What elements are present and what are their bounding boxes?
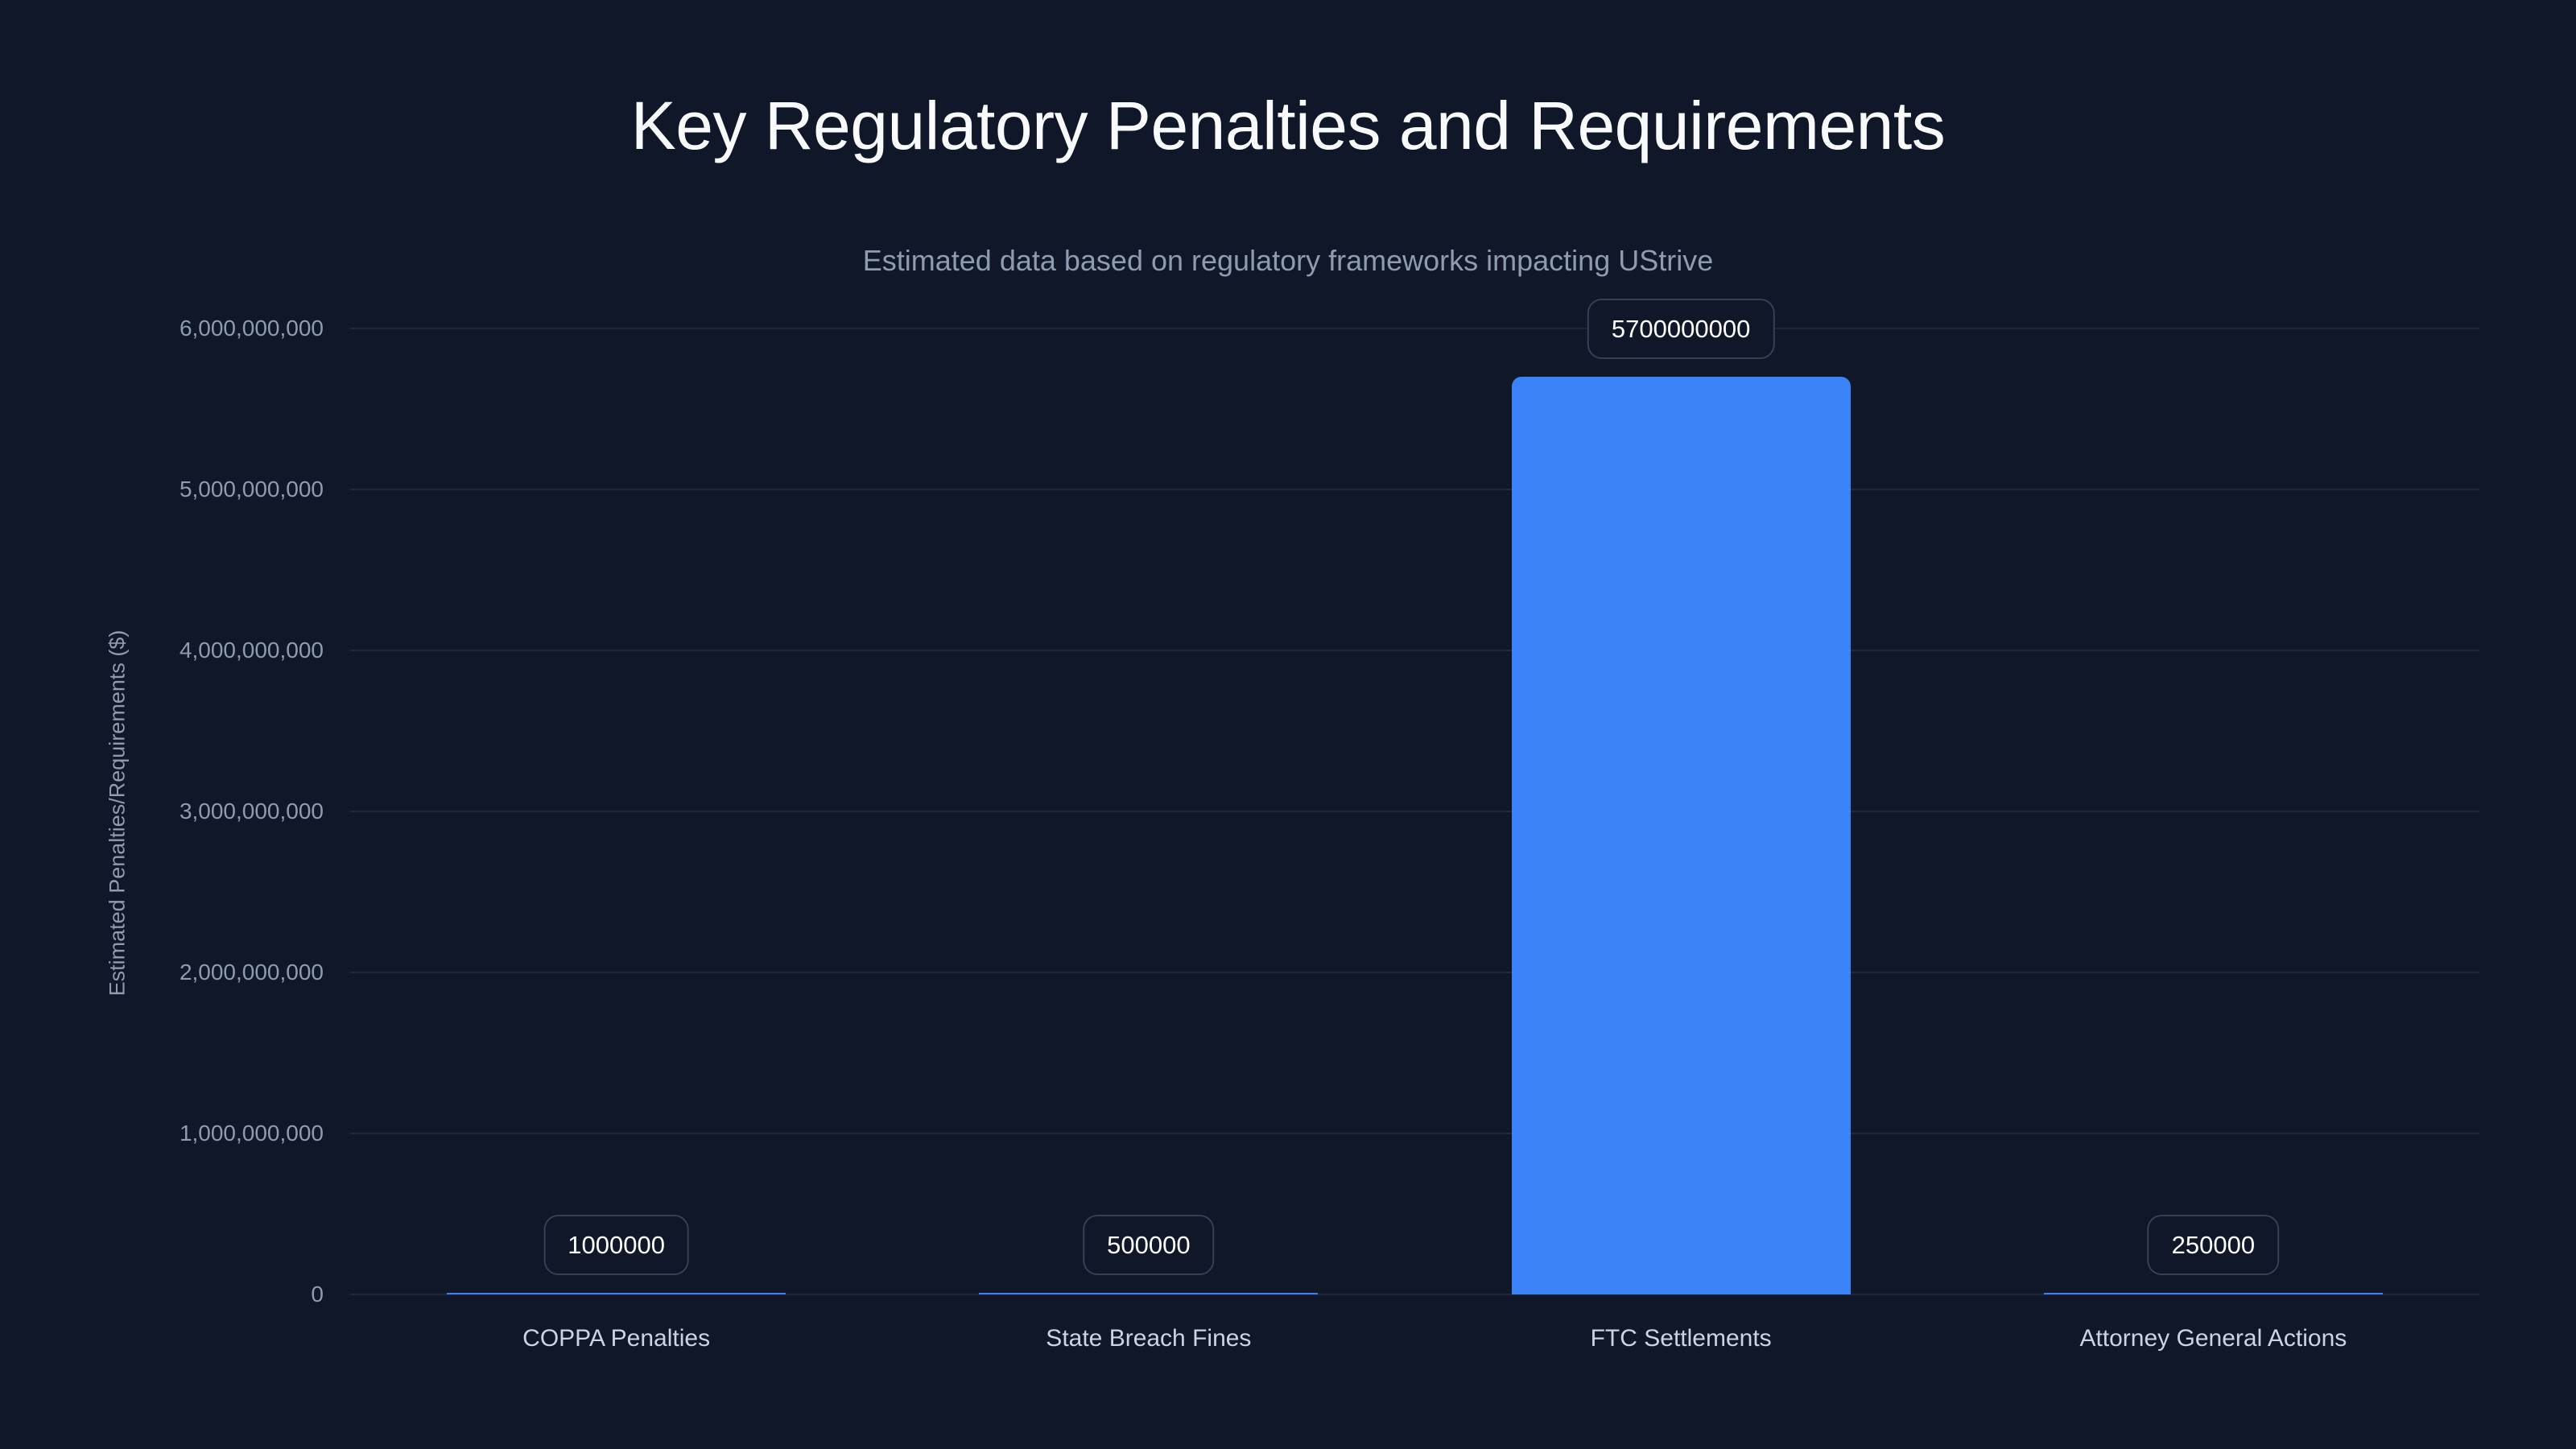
chart-subtitle: Estimated data based on regulatory frame… (862, 244, 1714, 277)
value-label: 250000 (2147, 1215, 2280, 1275)
gridline (350, 650, 2479, 651)
value-label: 500000 (1083, 1215, 1215, 1275)
x-tick-label: State Breach Fines (1046, 1325, 1252, 1352)
y-tick-label: 3,000,000,000 (179, 799, 324, 824)
bar[interactable] (1511, 377, 1851, 1294)
x-tick-label: COPPA Penalties (522, 1325, 711, 1352)
y-tick-label: 4,000,000,000 (179, 638, 324, 663)
plot-area: 0 1,000,000,000 2,000,000,000 3,000,000,000… (180, 299, 2479, 1351)
y-tick-label: 6,000,000,000 (179, 316, 324, 341)
bar[interactable] (979, 1293, 1319, 1294)
x-tick-label: Attorney General Actions (2079, 1325, 2347, 1352)
value-label: 1000000 (543, 1215, 689, 1275)
y-tick-label: 1,000,000,000 (179, 1121, 324, 1146)
bar[interactable] (2043, 1293, 2383, 1294)
chart-title: Key Regulatory Penalties and Requirement… (630, 88, 1946, 163)
gridline (350, 328, 2479, 329)
gridline (350, 1294, 2479, 1295)
gridline (350, 1133, 2479, 1134)
y-tick-label: 5,000,000,000 (179, 477, 324, 502)
y-tick-label: 2,000,000,000 (179, 960, 324, 985)
bar[interactable] (447, 1293, 786, 1294)
x-tick-label: FTC Settlements (1590, 1325, 1772, 1352)
gridline (350, 972, 2479, 973)
y-tick-label: 0 (311, 1282, 324, 1307)
value-label: 5700000000 (1587, 299, 1775, 359)
gridline (350, 489, 2479, 490)
gridline (350, 811, 2479, 812)
